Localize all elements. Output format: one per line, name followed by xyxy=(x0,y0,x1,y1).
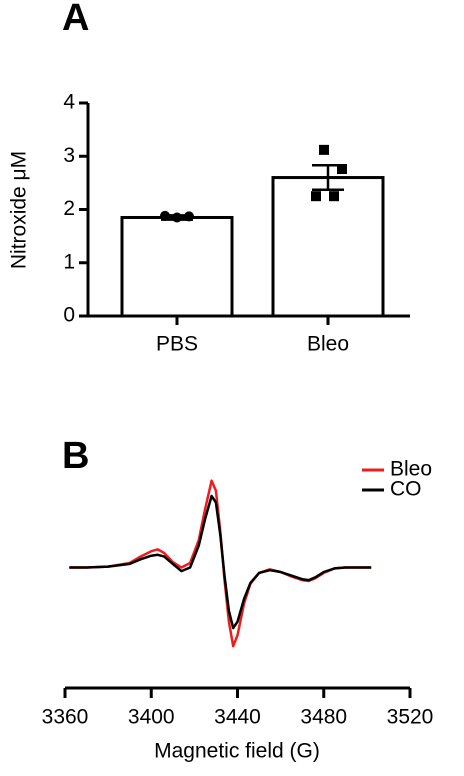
y-tick-label: 3 xyxy=(63,144,75,167)
data-point xyxy=(172,212,182,223)
x-axis-label: Magnetic field (G) xyxy=(154,740,320,763)
x-tick-label: 3360 xyxy=(42,706,89,729)
spectrum-line xyxy=(69,494,372,630)
data-point xyxy=(160,210,170,221)
data-point xyxy=(184,211,194,222)
x-tick-label: 3480 xyxy=(300,706,347,729)
data-point xyxy=(311,191,321,202)
panel-b-title: B xyxy=(62,435,89,477)
y-tick-label: 0 xyxy=(63,304,75,327)
x-tick-label: 3440 xyxy=(214,706,261,729)
bar xyxy=(271,176,385,318)
y-tick-label: 1 xyxy=(63,250,75,273)
data-point xyxy=(329,191,339,202)
y-tick-label: 2 xyxy=(63,197,75,220)
panel-a-title: A xyxy=(62,0,89,39)
x-tick-label: Bleo xyxy=(307,333,349,356)
bar xyxy=(120,215,234,318)
legend-label: Bleo xyxy=(390,458,432,481)
data-point xyxy=(319,144,329,155)
y-tick-label: 4 xyxy=(63,91,75,114)
spectrum-line xyxy=(69,479,372,648)
x-tick-label: 3520 xyxy=(387,706,434,729)
y-axis-label: Nitroxide μM xyxy=(8,151,31,269)
x-tick-label: 3400 xyxy=(128,706,175,729)
x-tick-label: PBS xyxy=(156,333,198,356)
data-point xyxy=(337,164,347,175)
legend-label: CO xyxy=(390,478,422,501)
